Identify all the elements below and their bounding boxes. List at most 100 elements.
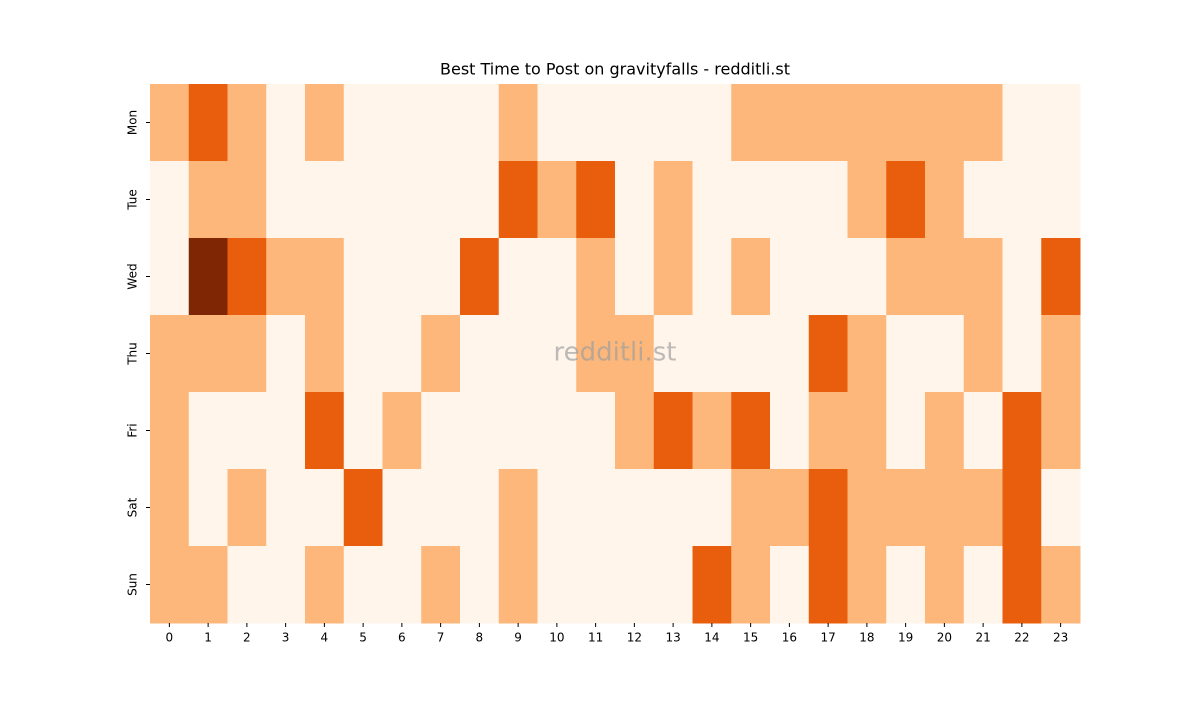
heatmap-cell [770,315,810,393]
heatmap-cell [266,315,306,393]
heatmap-cell [266,392,306,470]
heatmap-cell [770,469,810,547]
x-tick-label: 1 [204,631,212,645]
chart-title: Best Time to Post on gravityfalls - redd… [440,60,790,79]
heatmap-cell [847,84,887,162]
heatmap-cell [731,546,771,624]
heatmap-cell [421,469,461,547]
watermark: redditli.st [554,338,677,368]
heatmap-cell [1002,161,1042,239]
heatmap-cell [1041,469,1081,547]
heatmap-cell [886,469,926,547]
heatmap-cell [188,238,228,316]
heatmap-cell [188,315,228,393]
heatmap-cell [227,392,267,470]
heatmap-cell [692,546,732,624]
heatmap-cell [266,238,306,316]
heatmap-cell [1041,84,1081,162]
heatmap-cell [382,238,422,316]
heatmap-cell [343,84,383,162]
heatmap-cell [1041,238,1081,316]
heatmap-cell [1002,392,1042,470]
heatmap-cell [460,546,500,624]
heatmap-cell [266,161,306,239]
heatmap-cell [1002,238,1042,316]
heatmap-cell [460,84,500,162]
x-tick-label: 19 [898,631,913,645]
heatmap-cell [537,84,577,162]
heatmap-cell [1041,161,1081,239]
heatmap-cell [382,392,422,470]
heatmap-cell [925,469,965,547]
heatmap-cell [343,392,383,470]
x-tick-label: 5 [359,631,367,645]
heatmap-cell [731,84,771,162]
heatmap-cell [305,84,345,162]
heatmap-cell [925,84,965,162]
heatmap-cell [227,546,267,624]
y-tick-label: Sun [126,573,140,596]
heatmap-cell [963,469,1003,547]
heatmap-cell [421,392,461,470]
heatmap-cell [188,469,228,547]
heatmap-cell [653,315,693,393]
heatmap-cell [188,161,228,239]
heatmap-cell [692,238,732,316]
heatmap-cell [227,315,267,393]
heatmap-cell [576,546,616,624]
heatmap-cell [150,161,190,239]
heatmap-cell [770,161,810,239]
heatmap-cell [188,392,228,470]
y-tick-label: Sat [126,497,140,517]
heatmap-cell [382,161,422,239]
heatmap-cell [576,84,616,162]
x-tick-label: 23 [1053,631,1068,645]
x-tick-label: 10 [549,631,564,645]
x-tick-label: 4 [321,631,329,645]
heatmap-cell [808,315,848,393]
x-tick-label: 15 [743,631,758,645]
heatmap-cell [731,161,771,239]
heatmap-cell [692,469,732,547]
heatmap-cell [770,238,810,316]
heatmap-cell [770,546,810,624]
heatmap-cell [615,84,655,162]
heatmap-cell [227,84,267,162]
heatmap-cell [653,84,693,162]
heatmap-cell [382,84,422,162]
heatmap-cell [305,238,345,316]
heatmap-cell [150,238,190,316]
heatmap-cell [460,315,500,393]
heatmap-cell [576,469,616,547]
heatmap-cell [808,392,848,470]
heatmap-cell [305,469,345,547]
heatmap-cell [615,392,655,470]
heatmap-cell [731,315,771,393]
heatmap-cell [615,546,655,624]
heatmap-cell [808,161,848,239]
y-tick-label: Wed [126,263,140,289]
heatmap-cell [266,469,306,547]
heatmap-cell [498,84,538,162]
heatmap-cell [537,546,577,624]
x-tick-label: 3 [282,631,290,645]
heatmap-cell [808,84,848,162]
heatmap-cell [460,238,500,316]
heatmap-cell [692,161,732,239]
heatmap-cell [227,238,267,316]
heatmap-cell [1041,315,1081,393]
heatmap-cell [808,469,848,547]
x-tick-label: 7 [437,631,445,645]
heatmap-cell [460,392,500,470]
heatmap-cell [537,469,577,547]
heatmap-cell [150,546,190,624]
heatmap-cell [692,84,732,162]
heatmap-cell [615,315,655,393]
x-tick-label: 22 [1014,631,1029,645]
heatmap-cell [925,546,965,624]
heatmap-cell [188,546,228,624]
heatmap-cell [963,238,1003,316]
heatmap-cell [150,84,190,162]
heatmap-cell [692,392,732,470]
heatmap-cell [382,469,422,547]
